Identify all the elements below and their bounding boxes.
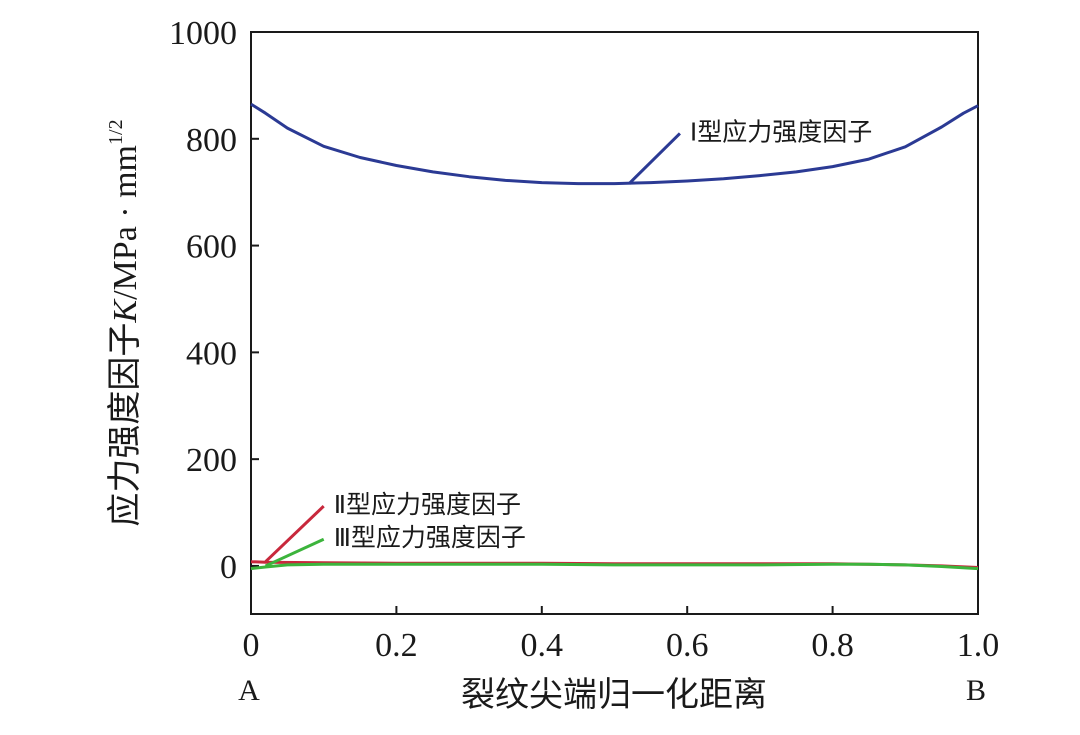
y-tick-labels: 0 200 400 600 800 1000 — [169, 15, 237, 586]
x-end-label-b: B — [966, 674, 986, 707]
x-tick-label: 0 — [243, 627, 260, 664]
x-end-label-a: A — [238, 674, 260, 707]
x-tick-marks — [250, 606, 979, 614]
x-tick-label: 0.4 — [521, 627, 564, 664]
x-tick-label: 0.2 — [375, 627, 418, 664]
series-line-1 — [250, 102, 979, 186]
annotation-layer: Ⅰ型应力强度因子 Ⅱ型应力强度因子 Ⅲ型应力强度因子 — [264, 117, 872, 568]
y-tick-label: 0 — [220, 549, 237, 586]
y-tick-label: 800 — [186, 122, 237, 159]
x-axis-label: 裂纹尖端归一化距离 — [461, 675, 767, 715]
series-line-3 — [250, 562, 979, 571]
x-tick-label: 0.8 — [811, 627, 854, 664]
annotation-leader-1 — [627, 132, 681, 185]
x-tick-label: 1.0 — [957, 627, 1000, 664]
series-layer — [250, 102, 979, 571]
y-axis-label: 应力强度因子K/MPa · mm1/2 — [105, 119, 145, 526]
y-tick-label: 600 — [186, 229, 237, 266]
annotation-leader-2 — [264, 505, 325, 563]
annotation-label-1: Ⅰ型应力强度因子 — [690, 117, 872, 146]
annotation-label-2: Ⅱ型应力强度因子 — [334, 490, 521, 519]
y-tick-label: 400 — [186, 335, 237, 372]
plot-frame — [250, 31, 979, 615]
annotation-leader-3 — [264, 537, 325, 568]
x-tick-labels: 0 0.2 0.4 0.6 0.8 1.0 — [243, 627, 1000, 664]
x-tick-label: 0.6 — [666, 627, 709, 664]
annotation-label-3: Ⅲ型应力强度因子 — [334, 523, 526, 552]
y-tick-label: 200 — [186, 442, 237, 479]
y-tick-marks — [251, 31, 259, 567]
y-tick-label: 1000 — [169, 15, 237, 52]
